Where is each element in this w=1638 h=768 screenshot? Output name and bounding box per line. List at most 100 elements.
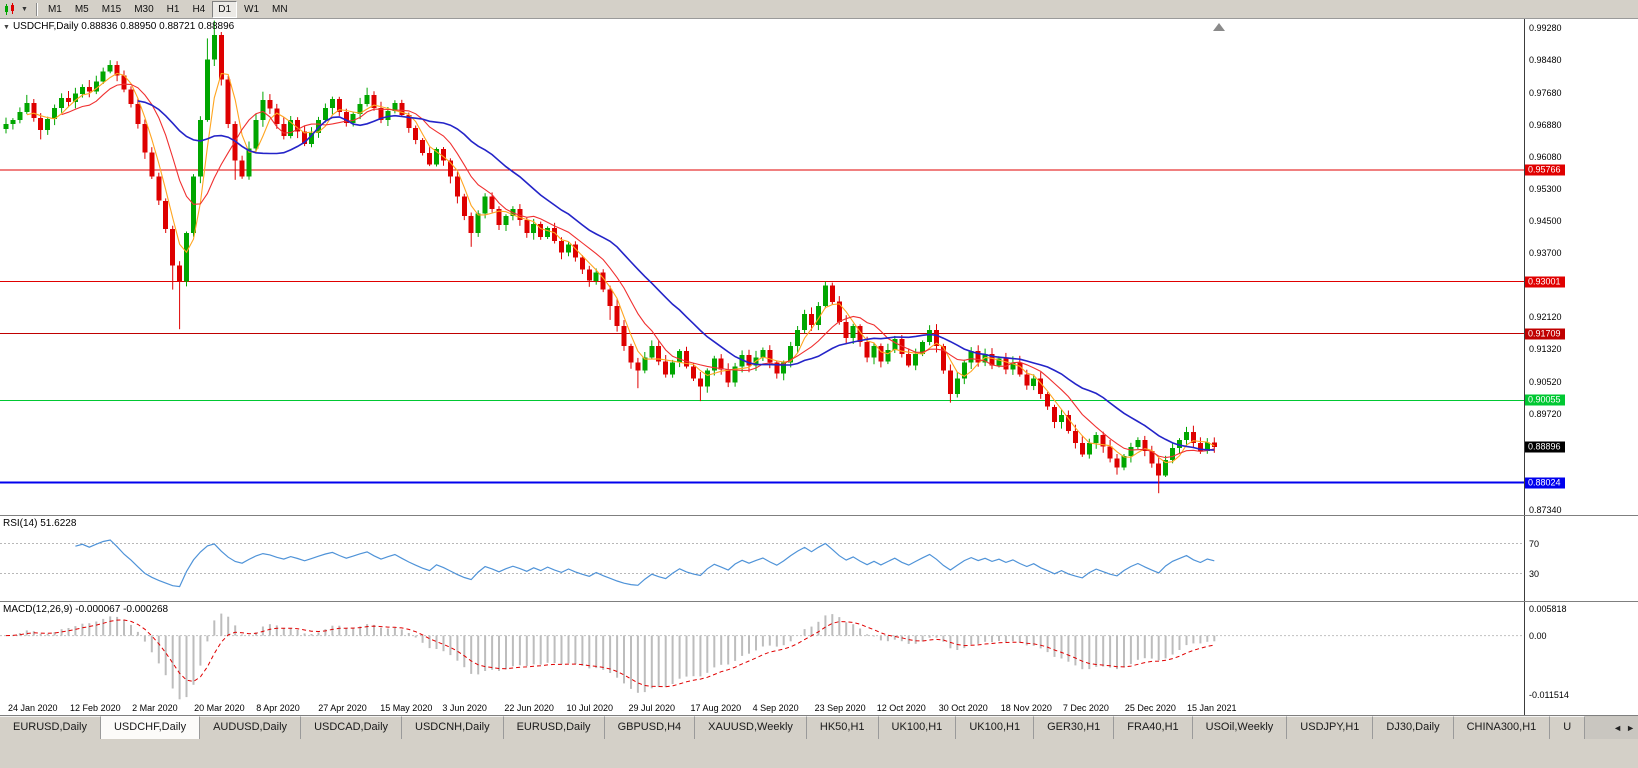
chart-type-caret-icon[interactable]: ▼ [21, 5, 28, 13]
fast-ma [26, 72, 1215, 464]
date-label: 27 Apr 2020 [318, 703, 367, 713]
chart-title: ▼ USDCHF,Daily 0.88836 0.88950 0.88721 0.… [3, 21, 234, 32]
chart-tab-bar: EURUSD,Daily USDCHF,Daily AUDUSD,Daily USDC… [0, 716, 1638, 739]
timeframe-button-m15[interactable]: M15 [101, 3, 122, 15]
date-label: 25 Dec 2020 [1124, 703, 1176, 713]
date-label: 30 Oct 2020 [938, 703, 988, 713]
mid-ma [61, 83, 1215, 459]
date-label: 15 Jan 2021 [1186, 703, 1237, 713]
chart-tab-uk100-h1[interactable]: UK100,H1 [878, 716, 957, 739]
toolbar-separator [35, 2, 38, 16]
price-tick: 0.89720 [1529, 409, 1562, 420]
slow-ma [137, 100, 1215, 451]
tabs-scroll-left-button[interactable]: ◄ [1613, 722, 1623, 733]
timeframe-button-m5[interactable]: M5 [74, 3, 89, 15]
time-axis-corner [1524, 702, 1638, 715]
date-label: 24 Jan 2020 [8, 703, 58, 713]
date-label: 7 Dec 2020 [1062, 703, 1109, 713]
tabs-scroll-right-button[interactable]: ► [1626, 722, 1635, 733]
date-label: 17 Aug 2020 [690, 703, 742, 713]
time-axis[interactable]: 24 Jan 2020 12 Feb 2020 2 Mar 2020 20 Mar 2… [0, 702, 1638, 716]
macd-title: MACD(12,26,9) -0.000067 -0.000268 [3, 604, 168, 615]
level-price-label: 0.95766 [1525, 164, 1565, 176]
chart-tab-eurusd-daily[interactable]: EURUSD,Daily [503, 716, 605, 739]
price-tick: 0.96880 [1529, 119, 1562, 130]
date-label: 15 May 2020 [380, 703, 433, 713]
chart-tab-fra40-h1[interactable]: FRA40,H1 [1114, 716, 1193, 739]
chart-tab-uk100-h1[interactable]: UK100,H1 [956, 716, 1035, 739]
timeframe-button-m30[interactable]: M30 [134, 3, 154, 15]
chart-menu-icon[interactable]: ▼ [3, 24, 10, 31]
rsi-tick: 70 [1529, 538, 1540, 549]
chart-type-icon[interactable] [3, 2, 19, 16]
timeframe-button-h1[interactable]: H1 [166, 3, 180, 15]
macd-signal-line [5, 619, 1215, 688]
level-price-label: 0.93001 [1525, 276, 1565, 287]
chart-tab-usdcnh-daily[interactable]: USDCNH,Daily [402, 716, 504, 739]
date-label: 18 Nov 2020 [1000, 703, 1052, 713]
price-tick: 0.90520 [1529, 376, 1562, 387]
macd-tick: 0.005818 [1529, 604, 1567, 614]
rsi-panel: RSI(14) 51.6228 70 30 [0, 516, 1638, 601]
chart-tab-dj30-daily[interactable]: DJ30,Daily [1373, 716, 1454, 739]
price-tick: 0.95300 [1529, 183, 1562, 194]
date-label: 12 Oct 2020 [876, 703, 926, 713]
rsi-plot[interactable] [0, 516, 1524, 601]
level-price-label: 0.88024 [1525, 477, 1565, 489]
main-plot[interactable] [0, 19, 1524, 515]
candles[interactable] [3, 20, 1217, 494]
chart-tab-xauusd-weekly[interactable]: XAUUSD,Weekly [695, 716, 807, 739]
date-label: 10 Jul 2020 [566, 703, 613, 713]
price-tick: 0.92120 [1529, 312, 1562, 323]
macd-histogram [11, 613, 1216, 700]
chart-tab-ger30-h1[interactable]: GER30,H1 [1034, 716, 1115, 739]
timeframe-button-d1[interactable]: D1 [212, 0, 238, 18]
macd-axis[interactable]: 0.005818 0.00 -0.011514 [1524, 602, 1638, 702]
rsi-tick: 30 [1529, 568, 1540, 579]
tab-scroll-buttons: ◄ ► [1610, 716, 1638, 739]
chart-tab-hk50-h1[interactable]: HK50,H1 [806, 716, 879, 739]
macd-panel: MACD(12,26,9) -0.000067 -0.000268 0.0058… [0, 602, 1638, 702]
date-label: 23 Sep 2020 [814, 703, 866, 713]
main-chart-panel: ▼ USDCHF,Daily 0.88836 0.88950 0.88721 0.… [0, 19, 1638, 515]
price-tick: 0.97680 [1529, 87, 1562, 98]
rsi-label: RSI(14) 51.6228 [3, 518, 77, 529]
status-strip [0, 739, 1638, 768]
chart-tab-usdjpy-h1[interactable]: USDJPY,H1 [1287, 716, 1374, 739]
chart-tab-gbpusd-h4[interactable]: GBPUSD,H4 [604, 716, 696, 739]
timeframe-button-m1[interactable]: M1 [47, 3, 62, 15]
panel-splitter[interactable] [0, 515, 1638, 516]
timeframe-button-w1[interactable]: W1 [244, 3, 260, 15]
macd-plot[interactable] [0, 602, 1524, 702]
chart-tabs: EURUSD,Daily USDCHF,Daily AUDUSD,Daily USDC… [0, 716, 1638, 739]
chart-symbol-title: USDCHF,Daily [12, 21, 79, 32]
chart-tab-usoil-weekly[interactable]: USOil,Weekly [1192, 716, 1288, 739]
price-tick: 0.99280 [1529, 22, 1562, 33]
chart-tab-u[interactable]: U [1550, 716, 1586, 739]
date-label: 3 Jun 2020 [442, 703, 487, 713]
timeframe-buttons: M1 M5 M15 M30 H1 H4 D1 W1 MN [42, 0, 295, 18]
date-label: 20 Mar 2020 [194, 703, 245, 713]
chart-tab-eurusd-daily[interactable]: EURUSD,Daily [0, 716, 101, 739]
shift-end-marker[interactable] [1213, 23, 1225, 31]
price-tick: 0.87340 [1529, 505, 1562, 516]
timeframe-button-mn[interactable]: MN [272, 3, 288, 15]
level-price-label: 0.90055 [1525, 394, 1565, 406]
price-axis[interactable]: 0.99280 0.98480 0.97680 0.96880 0.96080 0.953… [1524, 19, 1638, 515]
chart-tab-usdcad-daily[interactable]: USDCAD,Daily [301, 716, 403, 739]
chart-tab-audusd-daily[interactable]: AUDUSD,Daily [200, 716, 302, 739]
chart-tab-usdchf-daily[interactable]: USDCHF,Daily [100, 716, 201, 739]
date-label: 29 Jul 2020 [628, 703, 676, 713]
price-tick: 0.93700 [1529, 248, 1562, 259]
chart-ohlc-values: 0.88836 0.88950 0.88721 0.88896 [81, 21, 235, 32]
rsi-title: RSI(14) 51.6228 [3, 518, 76, 529]
panel-splitter[interactable] [0, 601, 1638, 602]
chart-tab-china300-h1[interactable]: CHINA300,H1 [1453, 716, 1551, 739]
timeframe-button-h4[interactable]: H4 [192, 3, 206, 15]
toolbar: ▼ M1 M5 M15 M30 H1 H4 D1 W1 MN [0, 0, 1638, 19]
rsi-axis[interactable]: 70 30 [1524, 516, 1638, 601]
rsi-line [75, 539, 1215, 588]
date-label: 12 Feb 2020 [70, 703, 121, 713]
candlestick-glyph [5, 2, 14, 15]
